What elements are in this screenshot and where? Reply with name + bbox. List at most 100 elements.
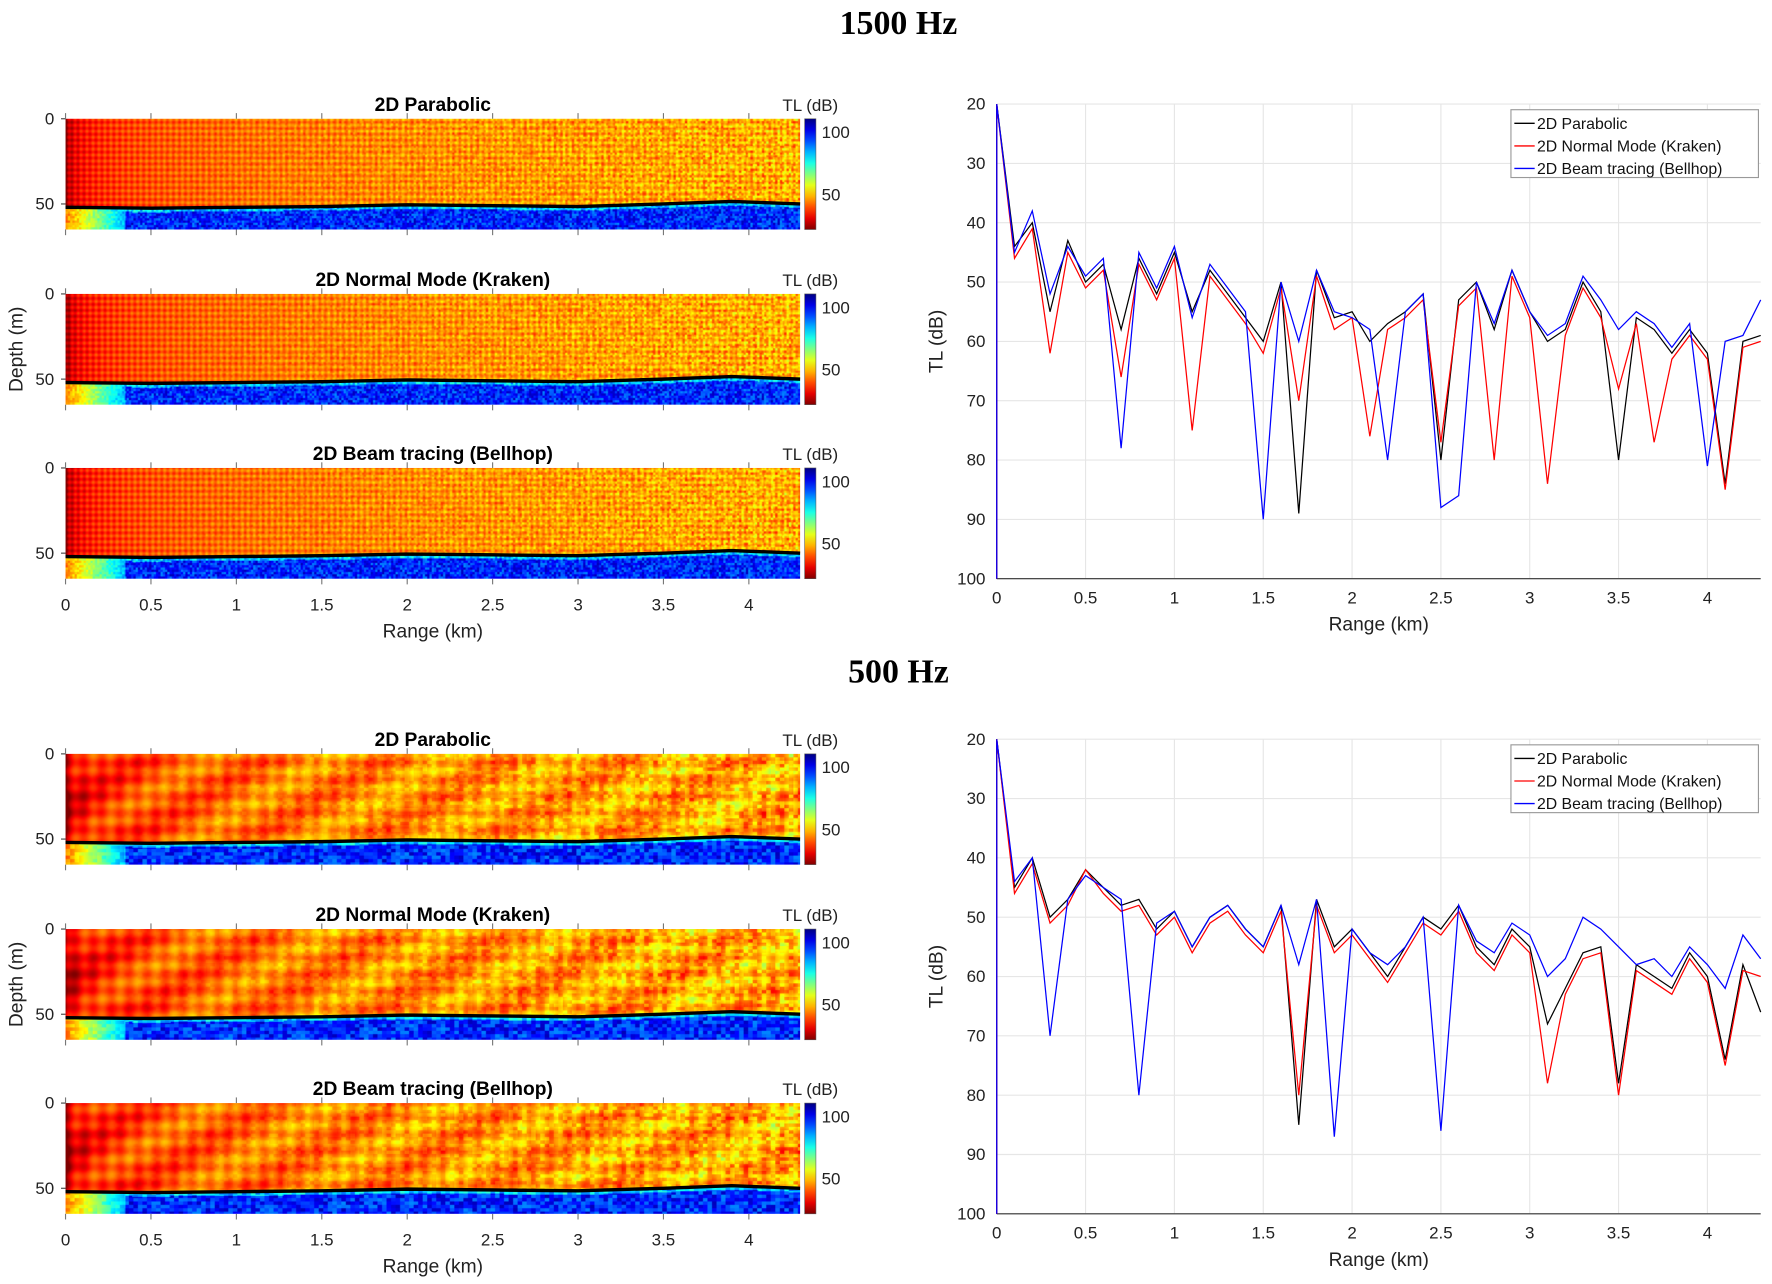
panel-title: 2D Beam tracing (Bellhop) — [313, 1079, 553, 1100]
y-tick-label: 0 — [45, 920, 54, 939]
y-tick-label: 50 — [967, 908, 986, 927]
x-tick-label: 1 — [232, 1230, 241, 1249]
y-tick-label: 50 — [35, 195, 54, 214]
section-title-500hz: 500 Hz — [848, 654, 949, 691]
x-tick-label: 1.5 — [310, 1230, 334, 1249]
x-tick-label: 2 — [1347, 589, 1356, 608]
y-tick-label: 100 — [957, 569, 985, 588]
x-tick-label: 0 — [61, 595, 70, 614]
colorbar-label: TL (dB) — [782, 96, 838, 115]
colorbar-tick-label: 100 — [822, 1107, 850, 1126]
x-tick-label: 4 — [744, 595, 753, 614]
y-tick-label: 0 — [45, 1094, 54, 1113]
y-axis-label: TL (dB) — [927, 945, 948, 1008]
y-tick-label: 40 — [967, 213, 986, 232]
y-tick-label: 0 — [45, 285, 54, 304]
colorbar-label: TL (dB) — [782, 731, 838, 750]
legend-box — [1510, 744, 1760, 814]
colorbar — [804, 753, 817, 865]
bathymetry-line — [65, 548, 801, 560]
tl-field-image — [65, 1103, 801, 1214]
panel-title: 2D Normal Mode (Kraken) — [315, 270, 550, 291]
x-tick-label: 4 — [1703, 1224, 1712, 1243]
colorbar — [804, 293, 817, 405]
y-tick-label: 50 — [35, 370, 54, 389]
x-tick-label: 0.5 — [139, 1230, 163, 1249]
x-tick-label: 0.5 — [139, 595, 163, 614]
y-axis-label: TL (dB) — [927, 310, 948, 373]
x-tick-label: 2.5 — [481, 595, 505, 614]
x-tick-label: 2.5 — [481, 1230, 505, 1249]
tl-heatmap-panel: 2D Parabolic TL (dB) 50 100 0 50 — [35, 95, 850, 236]
bathymetry-line — [65, 374, 801, 386]
colorbar-tick-label: 50 — [822, 996, 841, 1015]
tl-field-image — [65, 929, 801, 1040]
panel-title: 2D Parabolic — [375, 730, 492, 751]
colorbar-label: TL (dB) — [782, 1080, 838, 1099]
y-axis-label: Depth (m) — [7, 307, 28, 392]
x-tick-label: 1.5 — [310, 595, 334, 614]
y-tick-label: 50 — [35, 1179, 54, 1198]
colorbar — [804, 1102, 817, 1215]
y-tick-label: 0 — [45, 745, 54, 764]
series-line — [996, 739, 1761, 1214]
y-tick-label: 30 — [967, 789, 986, 808]
colorbar-tick-label: 50 — [822, 1170, 841, 1189]
x-tick-label: 0.5 — [1074, 1224, 1098, 1243]
y-tick-label: 60 — [967, 967, 986, 986]
series-line — [996, 103, 1762, 579]
bathymetry-line — [65, 1009, 801, 1021]
bathymetry-line — [65, 199, 801, 210]
tl-field-image — [65, 753, 801, 865]
y-tick-label: 20 — [967, 730, 986, 749]
y-tick-label: 70 — [967, 391, 986, 410]
legend-entry: 2D Parabolic — [1537, 751, 1628, 768]
y-tick-label: 20 — [967, 95, 986, 114]
y-tick-label: 80 — [967, 451, 986, 470]
tl-line-plot: 0 0.5 1 1.5 2 2.5 3 3.5 4 20 30 40 50 60 70 80 90 100 Rang… — [927, 95, 1762, 636]
x-axis-label: Range (km) — [383, 1257, 483, 1278]
colorbar — [804, 928, 817, 1041]
x-tick-label: 0 — [992, 589, 1001, 608]
colorbar-tick-label: 50 — [822, 820, 841, 839]
y-tick-label: 0 — [45, 109, 54, 128]
x-axis-label: Range (km) — [1329, 1250, 1429, 1271]
legend-entry: 2D Parabolic — [1537, 116, 1628, 133]
x-tick-label: 3 — [1525, 589, 1534, 608]
tl-heatmap-panel: 2D Normal Mode (Kraken) TL (dB) 50 100 0 50 De… — [7, 905, 850, 1046]
y-tick-label: 90 — [967, 510, 986, 529]
y-tick-label: 100 — [957, 1204, 985, 1223]
y-tick-label: 50 — [967, 273, 986, 292]
x-tick-label: 3.5 — [1607, 589, 1631, 608]
y-tick-label: 90 — [967, 1145, 986, 1164]
colorbar-tick-label: 50 — [822, 185, 841, 204]
x-tick-label: 0 — [992, 1224, 1001, 1243]
colorbar — [804, 118, 817, 230]
colorbar-tick-label: 100 — [822, 123, 850, 142]
y-tick-label: 50 — [35, 1005, 54, 1024]
x-tick-label: 1 — [1170, 1224, 1179, 1243]
x-tick-label: 2 — [1347, 1224, 1356, 1243]
colorbar-tick-label: 100 — [822, 758, 850, 777]
y-tick-label: 70 — [967, 1026, 986, 1045]
x-tick-label: 1.5 — [1251, 1224, 1275, 1243]
x-tick-label: 3 — [1525, 1224, 1534, 1243]
x-axis-label: Range (km) — [1329, 615, 1429, 636]
legend: 2D Parabolic 2D Normal Mode (Kraken) 2D Be… — [1510, 109, 1760, 179]
legend-box — [1510, 109, 1760, 179]
y-tick-label: 0 — [45, 459, 54, 478]
legend: 2D Parabolic 2D Normal Mode (Kraken) 2D Be… — [1510, 744, 1760, 814]
bathymetry-line — [65, 834, 801, 846]
colorbar-label: TL (dB) — [782, 906, 838, 925]
x-tick-label: 2 — [402, 595, 411, 614]
x-tick-label: 1 — [232, 595, 241, 614]
x-tick-label: 4 — [1703, 589, 1712, 608]
series-line — [996, 104, 1761, 579]
x-tick-label: 2 — [402, 1230, 411, 1249]
x-tick-label: 3.5 — [652, 1230, 676, 1249]
tl-field-image — [65, 118, 801, 230]
tl-heatmap-panel: 2D Parabolic TL (dB) 50 100 0 50 — [35, 730, 850, 871]
panel-title: 2D Parabolic — [375, 95, 492, 116]
tl-field-image — [65, 467, 801, 579]
bathymetry-line — [65, 1184, 801, 1195]
